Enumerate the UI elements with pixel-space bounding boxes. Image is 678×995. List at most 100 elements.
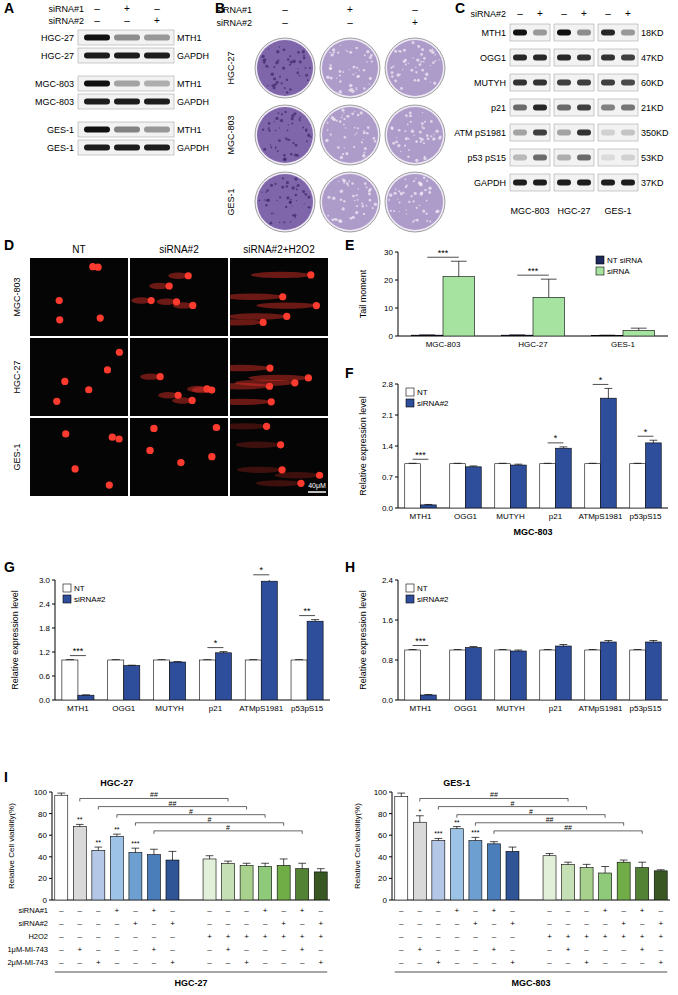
- error-bar: [265, 580, 273, 581]
- error-cap: [219, 651, 227, 652]
- comet-image: [130, 418, 228, 496]
- colony: [296, 200, 297, 201]
- colony: [347, 50, 349, 52]
- colony: [302, 127, 304, 129]
- sign: –: [621, 945, 626, 954]
- colony: [287, 129, 289, 131]
- significance: **: [304, 606, 312, 616]
- legend-swatch: [406, 399, 414, 407]
- colony: [414, 79, 417, 82]
- colony: [435, 60, 437, 62]
- sign: –: [319, 906, 324, 915]
- colony: [419, 204, 421, 206]
- error-bar: [424, 694, 432, 696]
- sign: –: [170, 945, 175, 954]
- tick-label: 2.8: [382, 380, 394, 389]
- colony: [290, 221, 291, 222]
- error-line: [548, 279, 549, 297]
- colony: [349, 84, 353, 88]
- error-bar: [454, 463, 462, 464]
- colonies: [387, 174, 443, 230]
- significance: **: [77, 816, 83, 823]
- error-cap: [649, 440, 657, 441]
- blot: [554, 149, 594, 166]
- colony: [422, 210, 425, 213]
- tick: [389, 835, 392, 836]
- error-cap: [559, 446, 567, 447]
- colonies: [257, 107, 313, 163]
- label: p53 pS15: [467, 153, 506, 163]
- comet-head: [85, 386, 92, 393]
- sign: –: [659, 906, 664, 915]
- error-cap: [206, 855, 214, 856]
- sign: –: [418, 919, 423, 928]
- colony: [309, 67, 311, 69]
- category-label: p21: [549, 704, 563, 713]
- comet-head: [277, 441, 284, 448]
- sign: +: [640, 932, 645, 941]
- tick: [395, 660, 398, 661]
- sign: –: [96, 906, 101, 915]
- blot-band: [84, 99, 110, 105]
- blot: [554, 124, 594, 141]
- sign: +: [170, 958, 175, 967]
- error-cap: [317, 868, 325, 869]
- comets: [230, 423, 323, 487]
- blot: [598, 149, 638, 166]
- comet-head: [177, 459, 184, 466]
- comet-head: [189, 302, 196, 309]
- blot-band: [621, 155, 635, 161]
- tick: [49, 856, 52, 857]
- tick: [389, 813, 392, 814]
- comets: [230, 271, 320, 326]
- blot-band: [144, 81, 170, 87]
- error-cap: [243, 863, 251, 864]
- tick: [395, 477, 398, 478]
- error-cap: [583, 864, 591, 865]
- category-label: ATMpS1981: [239, 704, 283, 713]
- label: GAPDH: [177, 97, 209, 107]
- bar: [78, 695, 94, 700]
- error-bar: [541, 279, 557, 297]
- error-cap: [541, 279, 557, 280]
- sign: –: [640, 919, 645, 928]
- axis-title: Relative expression level: [358, 396, 368, 496]
- tick-label: 80: [38, 810, 47, 819]
- colony: [281, 113, 283, 115]
- colony: [409, 115, 412, 118]
- blot-band: [621, 130, 635, 136]
- bar: [543, 856, 556, 900]
- colony: [358, 188, 359, 189]
- label: MTH1: [482, 28, 507, 38]
- error-cap: [454, 463, 462, 464]
- colony: [430, 135, 432, 137]
- colony: [403, 49, 406, 52]
- colony: [291, 123, 293, 125]
- colony: [283, 48, 286, 51]
- comet-head: [213, 424, 220, 431]
- tick: [52, 652, 55, 653]
- error-bar: [409, 463, 417, 464]
- sign: –: [455, 919, 460, 928]
- error-cap: [424, 694, 432, 695]
- error-cap: [409, 649, 417, 650]
- colony: [290, 60, 293, 63]
- bar: [405, 650, 421, 700]
- bar: [556, 448, 572, 508]
- sign: –: [96, 945, 101, 954]
- tick-label: 1.2: [39, 648, 51, 657]
- sign: +: [226, 932, 231, 941]
- comet-tail: [237, 467, 282, 473]
- colony: [340, 45, 341, 46]
- colony: [391, 71, 394, 74]
- bar: [511, 651, 527, 700]
- colony: [351, 182, 354, 185]
- blot-band: [577, 180, 591, 186]
- colony: [438, 59, 439, 60]
- category-label: MTH1: [410, 512, 432, 521]
- colony: [352, 216, 355, 219]
- colony: [261, 192, 262, 193]
- colony: [411, 69, 414, 72]
- colony: [364, 54, 366, 56]
- blot-band: [621, 30, 635, 36]
